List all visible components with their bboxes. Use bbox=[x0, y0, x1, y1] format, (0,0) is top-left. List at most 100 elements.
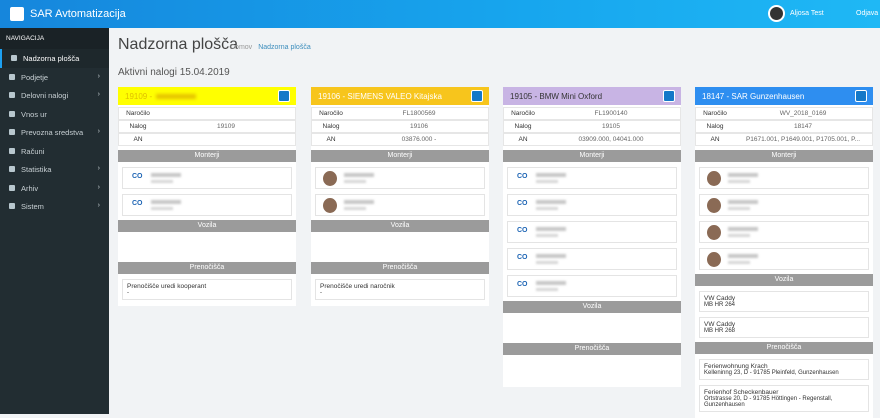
menu-item[interactable]: Arhiv › bbox=[0, 179, 109, 198]
worker[interactable]: CO bbox=[507, 248, 677, 270]
info-value: 03876.000 - bbox=[401, 136, 437, 143]
menu-label[interactable]: Arhiv bbox=[21, 183, 39, 193]
edit-button[interactable] bbox=[471, 90, 483, 102]
vehicle[interactable]: VW Caddy MB HR 268 bbox=[699, 317, 869, 338]
menu-item[interactable]: Delovni nalogi › bbox=[0, 86, 109, 105]
info-row: AN P1671.001, P1649.001, P1705.001, P... bbox=[695, 133, 873, 146]
blurred-name bbox=[728, 200, 758, 204]
menu-label[interactable]: Podjetje bbox=[21, 72, 49, 82]
menu-item[interactable]: Vnos ur bbox=[0, 105, 109, 124]
info-table: Naročilo WV_2018_0169 Nalog 18147 AN P1671.00… bbox=[695, 105, 873, 146]
menu-icon bbox=[9, 129, 15, 135]
worker[interactable] bbox=[315, 167, 485, 189]
section-header: Prenočišča bbox=[695, 342, 873, 354]
worker[interactable]: CO bbox=[122, 194, 292, 216]
menu-item[interactable]: Nadzorna plošča bbox=[0, 49, 109, 68]
section-header: Vozila bbox=[695, 274, 873, 286]
info-row: Naročilo FL1900140 bbox=[503, 107, 681, 120]
menu-label[interactable]: Delovni nalogi bbox=[21, 91, 69, 100]
menu-label[interactable]: Statistika bbox=[21, 165, 52, 174]
menu-icon bbox=[11, 55, 17, 61]
edit-button[interactable] bbox=[663, 90, 675, 102]
user-avatar[interactable] bbox=[768, 5, 785, 22]
chevron: › bbox=[97, 128, 100, 135]
edit-button[interactable] bbox=[855, 90, 867, 102]
lodging[interactable]: Ferienhof Scheckenbauer Ortstrasse 20, D … bbox=[699, 385, 869, 412]
blurred-role bbox=[536, 207, 558, 210]
blurred-name bbox=[536, 281, 566, 285]
info-key: AN bbox=[326, 136, 336, 143]
lodging[interactable]: Prenočišče uredi kooperant - bbox=[122, 279, 292, 300]
lodging[interactable]: Ferienwohnung Krach Kelleninng 23, D - 91… bbox=[699, 359, 869, 380]
menu: Nadzorna plošča Podjetje › Delovni nalogi › V… bbox=[0, 49, 109, 216]
worker[interactable] bbox=[699, 167, 869, 189]
menu-item[interactable]: Statistika › bbox=[0, 160, 109, 179]
section-header: Monterji bbox=[118, 150, 296, 162]
info-key: Nalog bbox=[514, 123, 532, 130]
menu-label[interactable]: Sistem bbox=[21, 202, 44, 211]
menu-item[interactable]: Prevozna sredstva › bbox=[0, 123, 109, 142]
worker[interactable]: CO bbox=[507, 221, 677, 243]
worker[interactable] bbox=[699, 221, 869, 243]
lodging-address: - bbox=[320, 290, 322, 296]
menu-label[interactable]: Nadzorna plošča bbox=[23, 54, 80, 63]
info-value: P1671.001, P1649.001, P1705.001, P... bbox=[745, 136, 861, 143]
info-value: 19106 bbox=[409, 123, 429, 130]
worker[interactable] bbox=[315, 194, 485, 216]
menu-item[interactable]: Podjetje › bbox=[0, 68, 109, 87]
info-key: Naročilo bbox=[319, 110, 343, 117]
blurred-role bbox=[536, 261, 558, 264]
vehicle[interactable]: VW Caddy MB HR 264 bbox=[699, 291, 869, 312]
info-value: 18147 bbox=[793, 123, 813, 130]
worker[interactable] bbox=[699, 248, 869, 270]
logout[interactable]: Odjava bbox=[856, 10, 879, 17]
top-bar: SAR Avtomatizacija Aljosa Test Odjava bbox=[0, 0, 880, 28]
breadcrumb-link[interactable]: Domov bbox=[230, 44, 253, 51]
info-row: Naročilo bbox=[118, 107, 296, 120]
chevron: › bbox=[97, 165, 100, 172]
vehicle-name: VW Caddy bbox=[704, 295, 736, 302]
worker[interactable]: CO bbox=[122, 167, 292, 189]
menu-label[interactable]: Računi bbox=[21, 146, 45, 156]
menu-item[interactable]: Računi bbox=[0, 142, 109, 161]
card-header: 18147 - SAR Gunzenhausen bbox=[695, 87, 873, 105]
menu-label[interactable]: Vnos ur bbox=[21, 109, 47, 119]
lodging-name: Prenočišče uredi kooperant bbox=[127, 283, 207, 290]
section-header: Prenočišča bbox=[311, 262, 489, 274]
lodging-name: Prenočišče uredi naročnik bbox=[320, 283, 395, 290]
brand[interactable]: SAR Avtomatizacija bbox=[30, 8, 126, 20]
blurred-role bbox=[728, 207, 750, 210]
worker[interactable] bbox=[699, 194, 869, 216]
lodging-address: Kelleninng 23, D - 91785 Pleinfeld, Gunz… bbox=[704, 370, 839, 376]
worker-photo bbox=[707, 171, 721, 186]
order-card: 19105 - BMW Mini Oxford Naročilo FL1900140… bbox=[503, 87, 681, 387]
worker-initials: CO bbox=[517, 254, 528, 261]
info-key: AN bbox=[710, 136, 720, 143]
blurred-role bbox=[728, 234, 750, 237]
menu-icon bbox=[9, 166, 15, 172]
logo bbox=[10, 7, 24, 21]
menu-label[interactable]: Prevozna sredstva bbox=[21, 128, 84, 137]
sidebar: NAVIGACIJA Nadzorna plošča Podjetje › Delov… bbox=[0, 28, 109, 414]
chevron: › bbox=[97, 91, 100, 98]
empty-section bbox=[503, 313, 681, 339]
menu-icon bbox=[9, 203, 15, 209]
vehicle-plate: MB HR 264 bbox=[704, 302, 736, 308]
card-header: 19109 - bbox=[118, 87, 296, 105]
worker[interactable]: CO bbox=[507, 194, 677, 216]
user-menu[interactable]: Aljosa Test bbox=[790, 10, 824, 17]
info-key: AN bbox=[133, 136, 143, 143]
blurred-role bbox=[151, 180, 173, 183]
blurred-name bbox=[344, 173, 374, 177]
lodging[interactable]: Prenočišče uredi naročnik - bbox=[315, 279, 485, 300]
blurred-name bbox=[151, 200, 181, 204]
chevron: › bbox=[97, 72, 100, 80]
info-row: Naročilo FL1800569 bbox=[311, 107, 489, 120]
blurred-name bbox=[536, 254, 566, 258]
worker[interactable]: CO bbox=[507, 275, 677, 297]
worker[interactable]: CO bbox=[507, 167, 677, 189]
menu-item[interactable]: Sistem › bbox=[0, 197, 109, 216]
worker-initials: CO bbox=[517, 173, 528, 180]
edit-button[interactable] bbox=[278, 90, 290, 102]
